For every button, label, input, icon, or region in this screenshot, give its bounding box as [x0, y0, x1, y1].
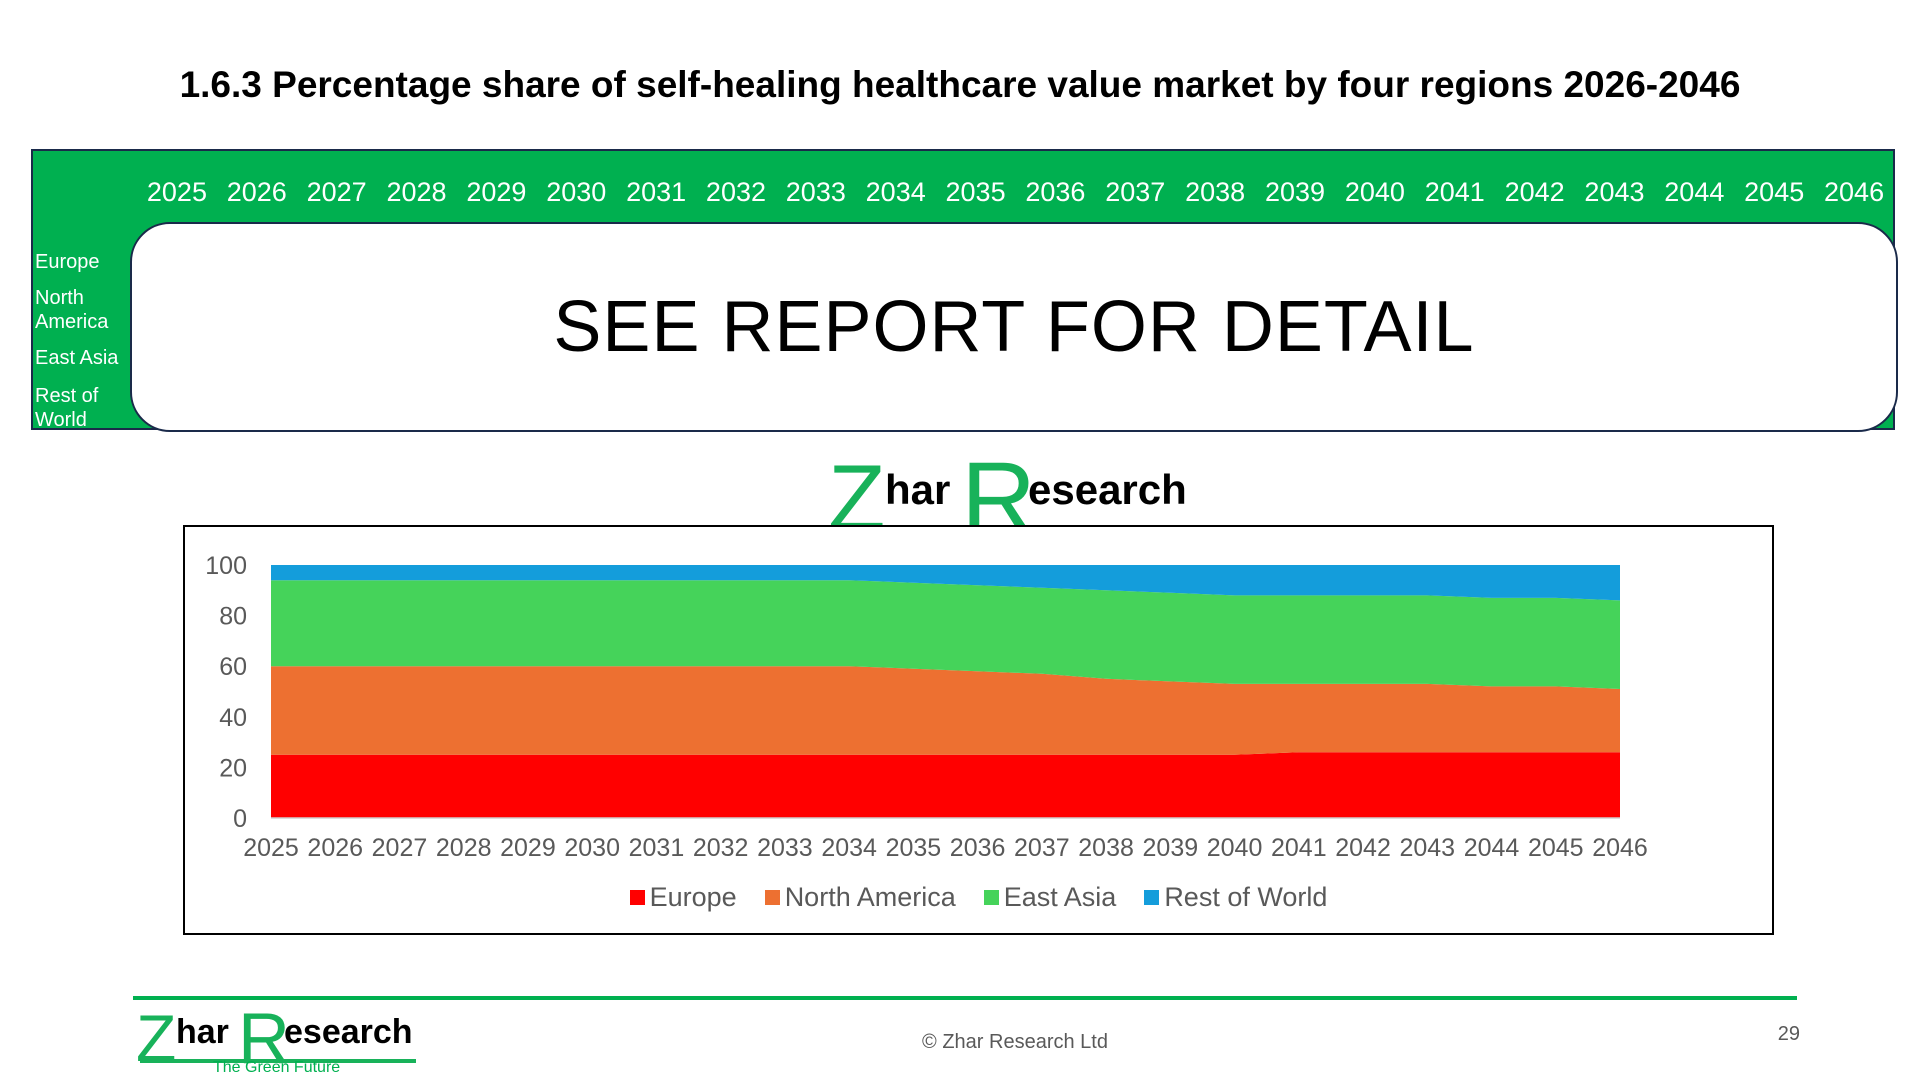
- table-year-header: 2025 2026 2027 2028 2029 2030 2031 2032 2033 2034…: [137, 177, 1894, 217]
- footer-copyright: © Zhar Research Ltd: [922, 1031, 1108, 1053]
- x-tick-label: 2045: [1528, 834, 1584, 862]
- report-notice-box: SEE REPORT FOR DETAIL: [130, 222, 1898, 432]
- table-row-label-rest-of-world: Rest of World: [35, 385, 99, 431]
- table-year-2035: 2035: [945, 177, 1006, 207]
- x-tick-label: 2036: [950, 834, 1006, 862]
- table-year-2029: 2029: [466, 177, 527, 207]
- footer-tagline: The Green Future: [213, 1059, 341, 1076]
- x-tick-label: 2025: [243, 834, 299, 862]
- table-row-label-europe: Europe: [35, 251, 100, 273]
- table-year-2040: 2040: [1344, 177, 1405, 207]
- area-north-america: [271, 666, 1620, 755]
- x-tick-label: 2030: [564, 834, 620, 862]
- y-tick-label: 0: [233, 805, 247, 833]
- table-year-2042: 2042: [1504, 177, 1565, 207]
- table-year-2032: 2032: [705, 177, 766, 207]
- x-tick-label: 2031: [629, 834, 685, 862]
- stacked-area-chart: 0 20 40 60 80 100 2025 2026 2027 2028 2029 2030 2031…: [183, 525, 1774, 935]
- legend-label: Rest of World: [1164, 882, 1328, 912]
- legend-label: North America: [784, 882, 956, 912]
- table-year-2037: 2037: [1105, 177, 1166, 207]
- logo-letter-r: R: [961, 452, 1036, 538]
- table-year-2034: 2034: [865, 177, 926, 207]
- table-year-2043: 2043: [1584, 177, 1645, 207]
- legend-swatch: [1144, 890, 1160, 905]
- table-year-2045: 2045: [1744, 177, 1805, 207]
- y-tick-label: 40: [219, 704, 247, 732]
- chart-legend: Europe North America East Asia Rest of Worl…: [185, 882, 1772, 913]
- x-tick-label: 2029: [500, 834, 556, 862]
- x-tick-label: 2039: [1143, 834, 1199, 862]
- area-rest-of-world: [271, 565, 1620, 601]
- table-year-2026: 2026: [226, 177, 287, 207]
- x-tick-label: 2035: [886, 834, 942, 862]
- legend-item-east-asia: East Asia: [983, 882, 1117, 913]
- footer-logo-letter-r: R: [238, 1003, 290, 1065]
- table-year-2028: 2028: [386, 177, 447, 207]
- legend-swatch: [629, 890, 645, 905]
- x-tick-label: 2041: [1271, 834, 1327, 862]
- logo-text-har: har: [885, 466, 950, 513]
- page-number: 29: [1777, 1023, 1800, 1045]
- x-tick-label: 2043: [1399, 834, 1455, 862]
- y-tick-label: 80: [219, 603, 247, 631]
- table-row-label-north-america: North America: [35, 287, 109, 333]
- x-tick-label: 2042: [1335, 834, 1391, 862]
- x-tick-label: 2040: [1207, 834, 1263, 862]
- x-tick-label: 2033: [757, 834, 813, 862]
- x-tick-label: 2046: [1592, 834, 1648, 862]
- legend-swatch: [983, 890, 999, 905]
- area-europe: [271, 752, 1620, 818]
- footer-logo: Z har R esearch: [136, 1003, 436, 1065]
- footer-logo-text-har: har: [176, 1013, 229, 1051]
- legend-item-north-america: North America: [764, 882, 956, 913]
- y-tick-label: 100: [205, 552, 247, 580]
- x-tick-label: 2027: [372, 834, 428, 862]
- legend-swatch: [764, 890, 780, 905]
- legend-item-rest-of-world: Rest of World: [1144, 882, 1327, 913]
- x-tick-label: 2032: [693, 834, 749, 862]
- table-row-label-east-asia: East Asia: [35, 347, 119, 369]
- region-share-table: 2025 2026 2027 2028 2029 2030 2031 2032 2033 2034…: [31, 149, 1898, 432]
- table-year-2041: 2041: [1424, 177, 1485, 207]
- table-year-2038: 2038: [1185, 177, 1246, 207]
- x-tick-label: 2026: [307, 834, 363, 862]
- report-notice-text: SEE REPORT FOR DETAIL: [553, 287, 1475, 367]
- table-year-2039: 2039: [1264, 177, 1326, 207]
- table-year-2033: 2033: [785, 177, 846, 207]
- footer-logo-text-esearch: esearch: [284, 1013, 413, 1051]
- x-tick-label: 2028: [436, 834, 492, 862]
- page-title: 1.6.3 Percentage share of self-healing h…: [179, 64, 1741, 105]
- y-tick-label: 20: [219, 754, 247, 782]
- y-tick-label: 60: [219, 653, 247, 681]
- legend-item-europe: Europe: [629, 882, 737, 913]
- table-year-2046: 2046: [1824, 177, 1885, 207]
- table-year-2044: 2044: [1664, 177, 1725, 207]
- legend-label: East Asia: [1003, 882, 1117, 912]
- footer-divider: [133, 996, 1797, 1000]
- legend-label: Europe: [649, 882, 737, 912]
- x-tick-label: 2037: [1014, 834, 1070, 862]
- x-tick-label: 2044: [1464, 834, 1520, 862]
- x-tick-label: 2038: [1078, 834, 1134, 862]
- footer-logo-letter-z: Z: [136, 1003, 176, 1065]
- table-year-2036: 2036: [1025, 177, 1086, 207]
- x-tick-label: 2034: [821, 834, 877, 862]
- table-year-2031: 2031: [626, 177, 687, 207]
- table-year-2027: 2027: [306, 177, 367, 207]
- logo-text-esearch: esearch: [1028, 466, 1187, 513]
- area-east-asia: [271, 580, 1620, 689]
- table-year-2025: 2025: [146, 177, 207, 207]
- logo-letter-z: Z: [828, 452, 885, 538]
- table-year-2030: 2030: [546, 177, 607, 207]
